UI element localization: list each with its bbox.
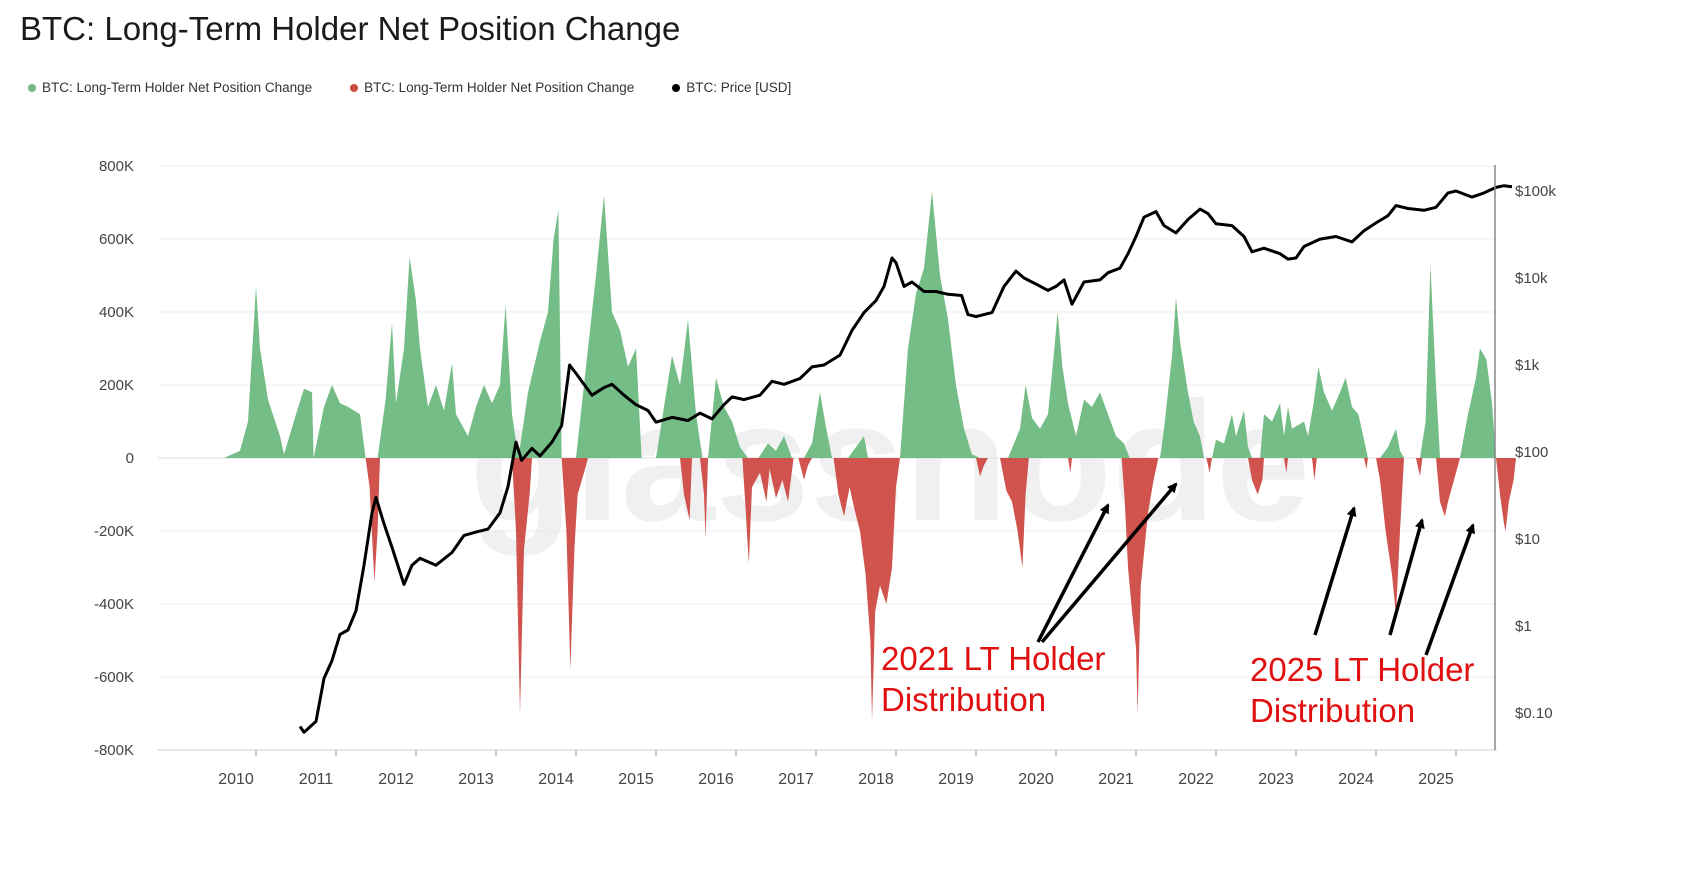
y-left-tick-label: -600K: [94, 669, 134, 686]
x-tick-label: 2017: [778, 771, 814, 788]
y-right-tick-label: $100k: [1515, 183, 1556, 200]
y-left-tick-label: 800K: [99, 158, 134, 175]
y-left-tick-label: -800K: [94, 742, 134, 759]
x-tick-label: 2015: [618, 771, 654, 788]
annotation-label: 2021 LT Holder: [881, 640, 1105, 677]
annotation-label: 2025 LT Holder: [1250, 651, 1474, 688]
x-tick-label: 2024: [1338, 771, 1374, 788]
annotation-label: Distribution: [1250, 692, 1415, 729]
y-right-tick-label: $10: [1515, 531, 1540, 548]
annotation-label: Distribution: [881, 681, 1046, 718]
x-tick-label: 2010: [218, 771, 254, 788]
y-right-tick-label: $1: [1515, 618, 1532, 635]
y-left-tick-label: 200K: [99, 377, 134, 394]
x-tick-label: 2016: [698, 771, 734, 788]
y-left-tick-label: 0: [126, 450, 134, 467]
y-left-tick-label: -400K: [94, 596, 134, 613]
x-tick-label: 2025: [1418, 771, 1454, 788]
x-tick-label: 2011: [299, 771, 334, 788]
x-tick-label: 2020: [1018, 771, 1054, 788]
y-left-tick-label: -200K: [94, 523, 134, 540]
x-tick-label: 2013: [458, 771, 494, 788]
y-right-tick-label: $0.10: [1515, 705, 1553, 722]
x-tick-label: 2012: [378, 771, 414, 788]
x-tick-label: 2018: [858, 771, 894, 788]
x-tick-label: 2022: [1178, 771, 1214, 788]
x-tick-label: 2019: [938, 771, 974, 788]
y-left-tick-label: 600K: [99, 231, 134, 248]
x-tick-label: 2021: [1098, 771, 1134, 788]
y-right-tick-label: $1k: [1515, 357, 1540, 374]
y-left-tick-label: 400K: [99, 304, 134, 321]
annotation-arrow: [1315, 508, 1354, 635]
annotation-arrow: [1426, 525, 1473, 655]
x-tick-label: 2023: [1258, 771, 1294, 788]
x-tick-label: 2014: [538, 771, 574, 788]
y-right-tick-label: $10k: [1515, 270, 1548, 287]
y-right-tick-label: $100: [1515, 444, 1548, 461]
